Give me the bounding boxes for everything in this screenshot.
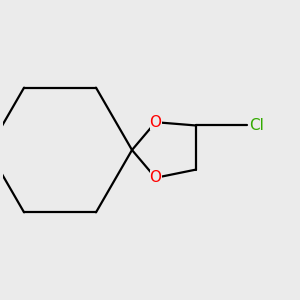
Text: Cl: Cl [249,118,264,133]
Text: O: O [150,170,162,185]
Text: O: O [150,115,162,130]
